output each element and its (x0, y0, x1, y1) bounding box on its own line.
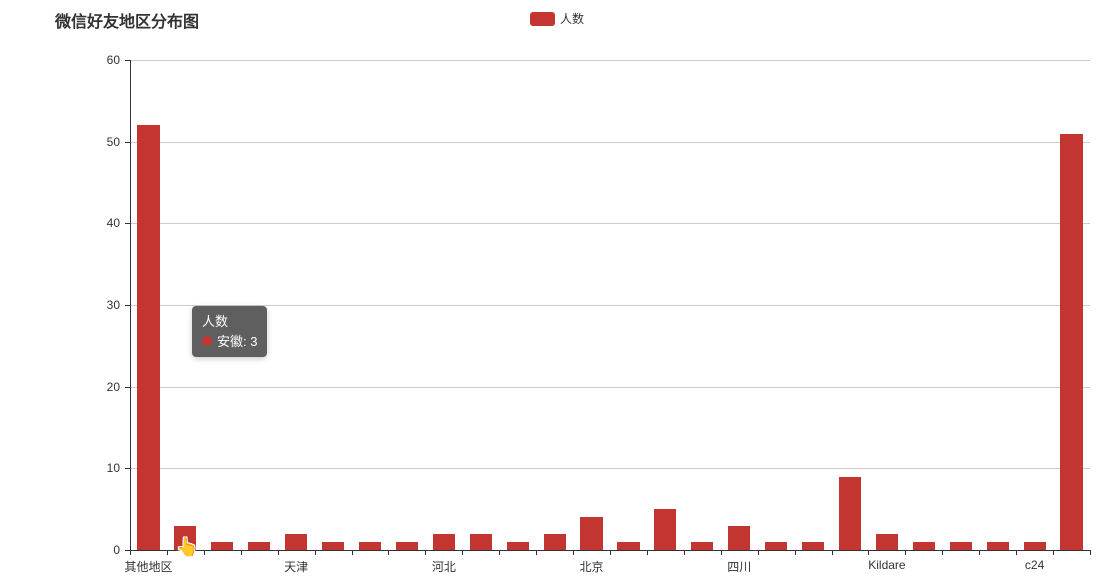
x-tick-mark (573, 550, 574, 555)
x-tick-mark (795, 550, 796, 555)
legend-swatch (530, 12, 555, 26)
bar[interactable] (654, 509, 676, 550)
bar[interactable] (987, 542, 1009, 550)
bar[interactable] (433, 534, 455, 550)
y-axis-line (130, 60, 131, 550)
grid-line (130, 60, 1090, 61)
bar[interactable] (507, 542, 529, 550)
bar[interactable] (802, 542, 824, 550)
bar[interactable] (322, 542, 344, 550)
x-tick-label: 天津 (284, 558, 308, 575)
x-tick-mark (942, 550, 943, 555)
x-tick-mark (278, 550, 279, 555)
bar[interactable] (839, 477, 861, 551)
grid-line (130, 468, 1090, 469)
bar[interactable] (580, 517, 602, 550)
x-tick-mark (425, 550, 426, 555)
bar[interactable] (359, 542, 381, 550)
x-tick-mark (721, 550, 722, 555)
grid-line (130, 305, 1090, 306)
bar[interactable] (691, 542, 713, 550)
bar[interactable] (211, 542, 233, 550)
y-tick-label: 50 (107, 135, 120, 149)
tooltip-item-name: 安徽 (217, 334, 243, 349)
x-tick-mark (1053, 550, 1054, 555)
x-tick-mark (536, 550, 537, 555)
x-tick-mark (167, 550, 168, 555)
bar[interactable] (248, 542, 270, 550)
bar[interactable] (876, 534, 898, 550)
legend-label: 人数 (560, 10, 584, 27)
tooltip-marker-icon (202, 336, 212, 346)
bar[interactable] (174, 526, 196, 551)
y-tick-label: 10 (107, 461, 120, 475)
x-tick-mark (758, 550, 759, 555)
x-tick-label: 其他地区 (124, 558, 172, 575)
x-tick-mark (315, 550, 316, 555)
tooltip-series: 人数 (202, 312, 257, 332)
bar[interactable] (396, 542, 418, 550)
y-tick-label: 0 (113, 543, 120, 557)
chart-title: 微信好友地区分布图 (55, 8, 199, 32)
y-tick-label: 30 (107, 298, 120, 312)
bar[interactable] (1060, 134, 1082, 551)
x-tick-mark (647, 550, 648, 555)
y-tick-label: 20 (107, 380, 120, 394)
tooltip: 人数 安徽: 3 (192, 306, 267, 357)
x-tick-mark (1016, 550, 1017, 555)
x-tick-mark (1090, 550, 1091, 555)
grid-line (130, 223, 1090, 224)
x-tick-mark (388, 550, 389, 555)
grid-line (130, 387, 1090, 388)
y-tick-label: 60 (107, 53, 120, 67)
bar[interactable] (470, 534, 492, 550)
bar[interactable] (617, 542, 639, 550)
x-tick-label: c24 (1025, 558, 1044, 572)
x-tick-mark (684, 550, 685, 555)
bar[interactable] (544, 534, 566, 550)
bar[interactable] (1024, 542, 1046, 550)
x-tick-label: 四川 (727, 558, 751, 575)
x-tick-label: 河北 (432, 558, 456, 575)
bar[interactable] (913, 542, 935, 550)
x-tick-mark (905, 550, 906, 555)
x-tick-mark (832, 550, 833, 555)
chart-legend[interactable]: 人数 (530, 10, 584, 27)
x-tick-label: Kildare (868, 558, 905, 572)
x-tick-mark (241, 550, 242, 555)
x-tick-mark (499, 550, 500, 555)
bar[interactable] (137, 125, 159, 550)
x-tick-mark (462, 550, 463, 555)
bar[interactable] (765, 542, 787, 550)
x-tick-mark (610, 550, 611, 555)
tooltip-item-value: 3 (250, 334, 257, 349)
x-tick-mark (979, 550, 980, 555)
grid-line (130, 142, 1090, 143)
x-tick-label: 北京 (580, 558, 604, 575)
x-tick-mark (130, 550, 131, 555)
chart-container: 微信好友地区分布图 人数 0102030405060其他地区天津河北北京四川Ki… (0, 0, 1114, 576)
y-tick-label: 40 (107, 216, 120, 230)
bar[interactable] (950, 542, 972, 550)
bar[interactable] (285, 534, 307, 550)
x-tick-mark (204, 550, 205, 555)
tooltip-row: 安徽: 3 (202, 332, 257, 352)
bar[interactable] (728, 526, 750, 551)
plot-area[interactable]: 0102030405060其他地区天津河北北京四川Kildarec24 (130, 60, 1090, 550)
x-tick-mark (352, 550, 353, 555)
x-tick-mark (868, 550, 869, 555)
